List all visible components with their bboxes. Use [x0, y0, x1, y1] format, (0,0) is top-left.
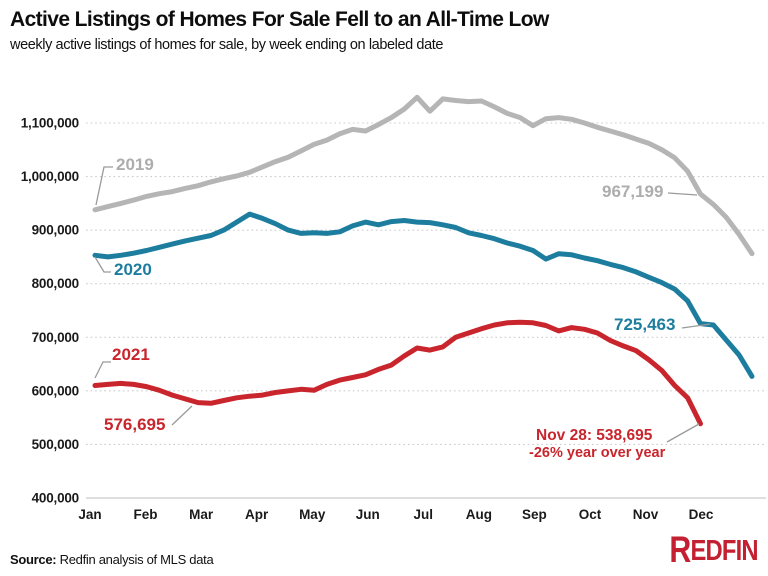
x-tick-label: Sep	[522, 507, 547, 522]
source-label: Source:	[10, 552, 57, 567]
annotation-end-2021-yoy: -26% year over year	[529, 445, 666, 461]
series-label-2019: 2019	[116, 155, 154, 174]
series-line-2019	[92, 94, 755, 257]
y-tick-label: 500,000	[32, 437, 79, 452]
redfin-logo: REDFIN	[669, 529, 759, 570]
y-tick-label: 600,000	[32, 383, 79, 398]
series-line-2021	[92, 319, 703, 427]
annotation-callout-lines	[94, 166, 711, 443]
x-tick-label: Jun	[356, 507, 380, 522]
callout-end-2021	[666, 423, 700, 443]
x-tick-label: Jan	[78, 507, 101, 522]
gridlines	[86, 122, 766, 499]
annotation-end-2021-value: Nov 28: 538,695	[536, 427, 653, 444]
source-note: Source: Redfin analysis of MLS data	[10, 552, 214, 567]
redfin-logo-rest: EDFIN	[690, 535, 759, 567]
y-tick-label: 900,000	[32, 223, 79, 238]
annotation-min-2021: 576,695	[104, 415, 166, 434]
x-tick-label: Apr	[245, 507, 269, 522]
annotation-end-2020: 725,463	[614, 315, 676, 334]
source-text: Redfin analysis of MLS data	[56, 552, 214, 567]
data-series-lines	[92, 94, 755, 427]
y-tick-label: 400,000	[32, 491, 79, 506]
series-label-2020: 2020	[114, 260, 152, 279]
page-subtitle: weekly active listings of homes for sale…	[10, 37, 444, 53]
callout-end-2019	[667, 192, 698, 196]
callout-2021-label	[94, 361, 111, 379]
page-title: Active Listings of Homes For Sale Fell t…	[10, 8, 549, 31]
redfin-logo-initial: R	[669, 529, 692, 570]
series-line-2020	[92, 211, 755, 379]
y-tick-label: 1,000,000	[21, 169, 79, 184]
x-tick-label: Feb	[134, 507, 158, 522]
x-tick-label: May	[299, 507, 326, 522]
y-tick-label: 700,000	[32, 330, 79, 345]
x-tick-label: Oct	[579, 507, 602, 522]
x-tick-label: Aug	[466, 507, 492, 522]
callout-2019-label	[95, 166, 113, 206]
callout-end-2020	[681, 323, 711, 329]
x-tick-label: Dec	[689, 507, 714, 522]
annotation-end-2019: 967,199	[602, 182, 664, 201]
x-tick-label: Mar	[189, 507, 214, 522]
x-tick-label: Jul	[414, 507, 434, 522]
callout-min-2021	[171, 405, 193, 426]
x-tick-label: Nov	[633, 507, 659, 522]
series-label-2021: 2021	[112, 345, 150, 364]
y-tick-label: 800,000	[32, 276, 79, 291]
x-axis-tick-labels: Jan Feb Mar Apr May Jun Jul Aug Sep Oct Nov Dec	[78, 507, 714, 522]
y-axis-tick-labels: 1,100,000 1,000,000 900,000 800,000 700,000 6…	[21, 116, 79, 506]
y-tick-label: 1,100,000	[21, 116, 79, 131]
callout-2020-label	[94, 256, 111, 273]
